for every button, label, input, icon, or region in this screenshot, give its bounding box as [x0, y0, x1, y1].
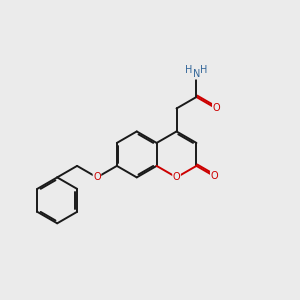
Text: N: N [193, 69, 200, 79]
Text: O: O [212, 103, 220, 113]
Text: O: O [93, 172, 101, 182]
Text: H: H [185, 64, 193, 75]
Text: O: O [211, 171, 218, 181]
Text: O: O [173, 172, 180, 182]
Text: H: H [200, 64, 208, 75]
